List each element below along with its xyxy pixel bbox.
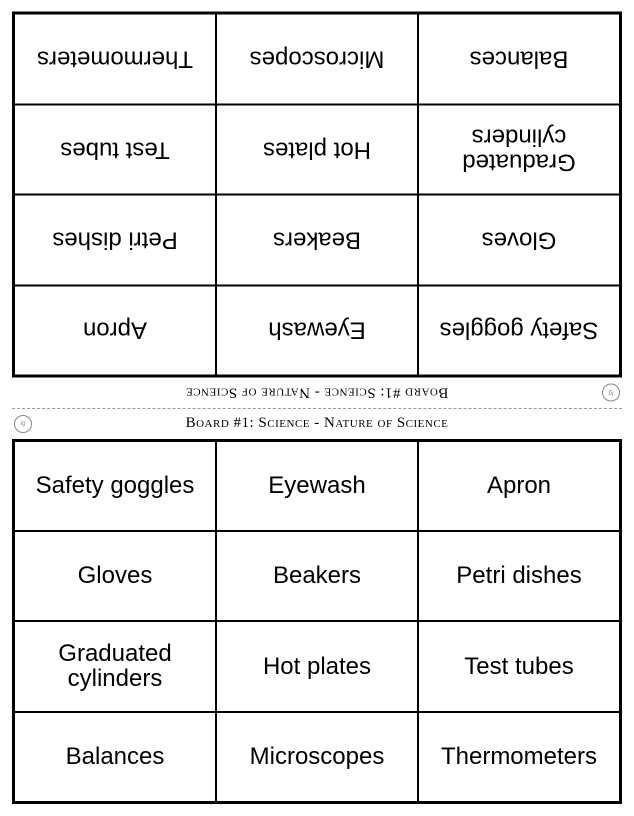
logo-icon: lg bbox=[602, 384, 620, 402]
title-row: lg Board #1: Science - Nature of Science bbox=[12, 378, 622, 406]
board-bottom-half: lg Board #1: Science - Nature of Science… bbox=[12, 411, 622, 805]
grid-cell: Beakers bbox=[216, 531, 418, 621]
grid-cell: Graduated cylinders bbox=[14, 621, 216, 711]
board-top-half: lg Board #1: Science - Nature of Science… bbox=[12, 12, 622, 406]
logo-icon: lg bbox=[14, 415, 32, 433]
board-title: Board #1: Science - Nature of Science bbox=[40, 415, 594, 432]
grid-cell: Beakers bbox=[216, 195, 418, 285]
grid-cell: Balances bbox=[14, 712, 216, 802]
title-row: lg Board #1: Science - Nature of Science bbox=[12, 411, 622, 439]
logo-text: lg bbox=[21, 421, 26, 427]
card-grid: Safety goggles Eyewash Apron Gloves Beak… bbox=[12, 12, 622, 378]
grid-cell: Petri dishes bbox=[14, 195, 216, 285]
grid-cell: Test tubes bbox=[14, 104, 216, 194]
grid-cell: Apron bbox=[14, 285, 216, 375]
grid-cell: Apron bbox=[418, 441, 620, 531]
grid-cell: Thermometers bbox=[14, 14, 216, 104]
grid-cell: Eyewash bbox=[216, 441, 418, 531]
card-grid: Safety goggles Eyewash Apron Gloves Beak… bbox=[12, 439, 622, 805]
grid-cell: Test tubes bbox=[418, 621, 620, 711]
grid-cell: Microscopes bbox=[216, 712, 418, 802]
grid-cell: Petri dishes bbox=[418, 531, 620, 621]
board-title: Board #1: Science - Nature of Science bbox=[40, 384, 594, 401]
foldable-page: lg Board #1: Science - Nature of Science… bbox=[0, 0, 634, 816]
grid-cell: Hot plates bbox=[216, 621, 418, 711]
grid-cell: Safety goggles bbox=[14, 441, 216, 531]
grid-cell: Hot plates bbox=[216, 104, 418, 194]
grid-cell: Gloves bbox=[418, 195, 620, 285]
grid-cell: Safety goggles bbox=[418, 285, 620, 375]
grid-cell: Balances bbox=[418, 14, 620, 104]
grid-cell: Microscopes bbox=[216, 14, 418, 104]
grid-cell: Eyewash bbox=[216, 285, 418, 375]
fold-line bbox=[12, 408, 622, 409]
grid-cell: Thermometers bbox=[418, 712, 620, 802]
grid-cell: Graduated cylinders bbox=[418, 104, 620, 194]
logo-text: lg bbox=[609, 390, 614, 396]
grid-cell: Gloves bbox=[14, 531, 216, 621]
